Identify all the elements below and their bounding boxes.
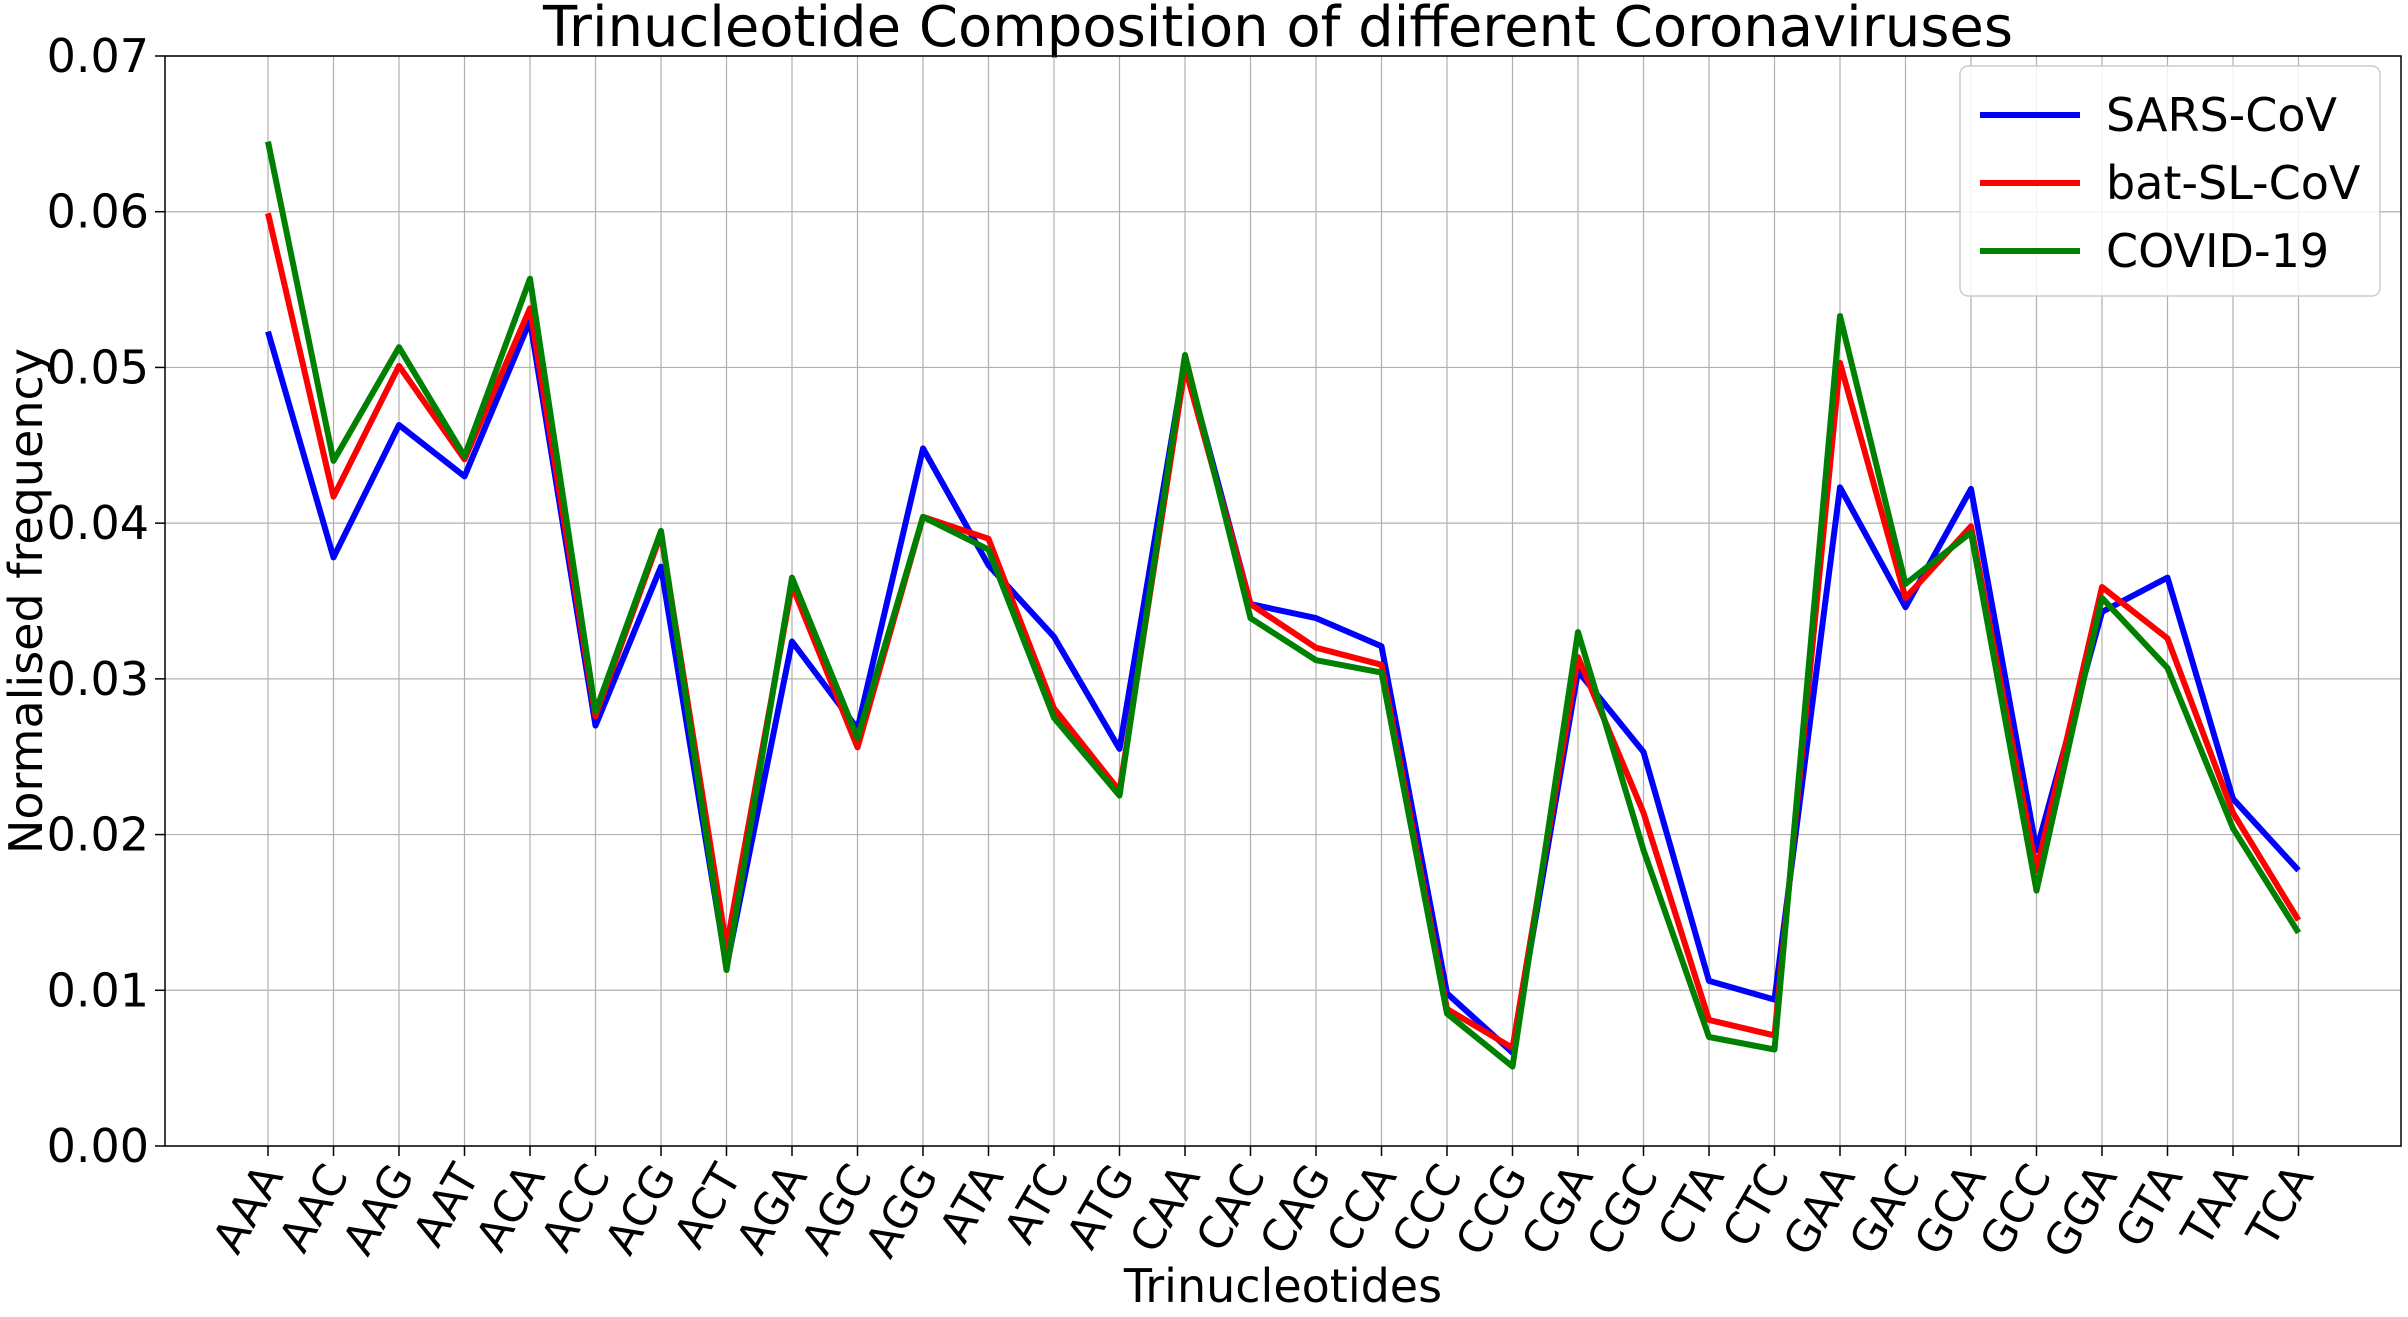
x-tick-label: AGA xyxy=(727,1156,818,1263)
y-tick-label: 0.00 xyxy=(47,1119,149,1173)
y-tick-label: 0.06 xyxy=(47,185,149,239)
chart-title: Trinucleotide Composition of different C… xyxy=(542,0,2013,60)
x-tick-label: AGG xyxy=(856,1156,949,1266)
y-tick-label: 0.03 xyxy=(47,652,149,706)
x-tick-label: GGA xyxy=(2034,1156,2127,1267)
y-tick-label: 0.05 xyxy=(47,340,149,394)
legend: SARS-CoV bat-SL-CoV COVID-19 xyxy=(1959,65,2381,297)
x-tick-label: ACG xyxy=(595,1156,686,1263)
legend-label: SARS-CoV xyxy=(2106,88,2338,142)
y-tick-label: 0.07 xyxy=(47,29,149,83)
x-tick-label: CCG xyxy=(1446,1156,1538,1264)
series-line-2 xyxy=(265,140,2302,1070)
x-tick-labels: AAAAACAAGAATACAACCACGACTAGAAGCAGGATAATCA… xyxy=(203,1146,2324,1267)
series-lines xyxy=(265,140,2302,1070)
x-tick-label: TAA xyxy=(2171,1156,2258,1256)
legend-label: bat-SL-CoV xyxy=(2106,156,2361,210)
plot-frame xyxy=(164,55,2402,1147)
x-tick-label: CAA xyxy=(1120,1156,1210,1261)
x-tick-label: GTA xyxy=(2106,1156,2193,1256)
legend-label: COVID-19 xyxy=(2106,224,2329,278)
y-tick-label: 0.02 xyxy=(47,808,149,862)
y-tick-label: 0.01 xyxy=(47,963,149,1017)
x-axis-label: Trinucleotides xyxy=(1123,1259,1442,1313)
series-line-0 xyxy=(265,317,2301,1056)
x-tick-label: CCA xyxy=(1317,1156,1407,1261)
x-tick-label: CTA xyxy=(1648,1156,1734,1255)
x-tick-label: ACA xyxy=(466,1156,555,1260)
y-tick-labels: 0.00 0.01 0.02 0.03 0.04 0.05 0.06 0.07 xyxy=(47,29,165,1173)
x-tick-label: CAG xyxy=(1250,1156,1341,1263)
y-axis-label: Normalised frequency xyxy=(0,348,53,854)
x-tick-label: GAA xyxy=(1774,1156,1866,1264)
legend-box xyxy=(1959,65,2381,297)
x-tick-label: AAA xyxy=(203,1156,294,1262)
x-tick-label: ATA xyxy=(930,1156,1014,1251)
y-tick-label: 0.04 xyxy=(47,496,149,550)
x-tick-label: AAG xyxy=(333,1156,425,1264)
x-tick-label: TCA xyxy=(2237,1156,2324,1256)
x-tick-label: GAC xyxy=(1840,1156,1931,1263)
x-tick-label: GCA xyxy=(1905,1156,1997,1264)
x-tick-label: CGA xyxy=(1512,1156,1604,1264)
x-tick-label: CGC xyxy=(1577,1156,1669,1264)
